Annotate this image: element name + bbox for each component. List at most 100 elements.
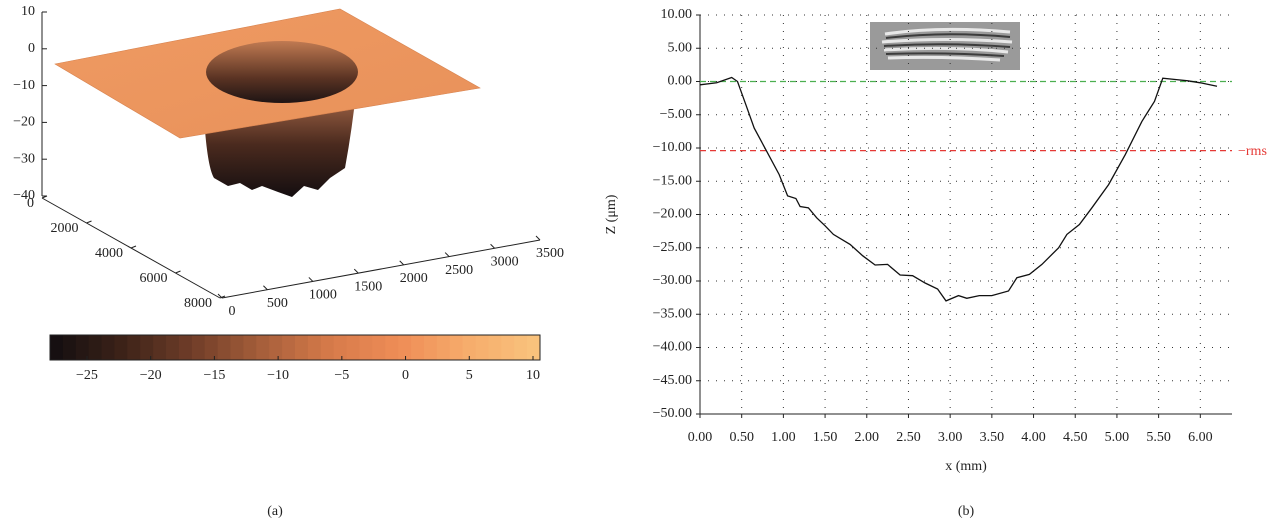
- colorbar-cell: [256, 335, 270, 360]
- colorbar-tick-label: −20: [140, 368, 162, 383]
- colorbar-cell: [359, 335, 373, 360]
- y-tick-label: −10.00: [653, 140, 692, 155]
- x-tick-label: 3500: [536, 246, 564, 261]
- x-tick: [217, 293, 223, 299]
- x-tick-label: 1.50: [813, 430, 838, 445]
- y-tick-label: −15.00: [653, 173, 692, 188]
- x-tick-label: 500: [267, 296, 288, 311]
- x-tick-label: 5.00: [1105, 430, 1130, 445]
- y-axis-label: Z (μm): [604, 194, 619, 234]
- y-tick: [41, 195, 48, 199]
- colorbar-tick-label: −25: [76, 368, 98, 383]
- y-tick-label: 6000: [140, 271, 168, 286]
- colorbar-cell: [320, 335, 335, 360]
- colorbar-cell: [295, 335, 309, 360]
- x-tick-label: 2.50: [896, 430, 921, 445]
- colorbar-cell: [204, 335, 219, 360]
- z-tick-label: −40: [13, 188, 35, 203]
- y-tick-label: 2000: [51, 221, 79, 236]
- x-tick-label: 2.00: [855, 430, 880, 445]
- x-tick: [490, 243, 495, 249]
- colorbar-cell: [127, 335, 141, 360]
- colorbar-cell: [398, 335, 412, 360]
- y-tick: [175, 270, 181, 274]
- x-tick-label: 1.00: [771, 430, 796, 445]
- colorbar-cell: [101, 335, 115, 360]
- y-tick-label: −40.00: [653, 340, 692, 355]
- colorbar-cell: [166, 335, 180, 360]
- x-tick-label: 3.50: [980, 430, 1005, 445]
- colorbar-cell: [423, 335, 438, 360]
- x-tick: [444, 252, 450, 257]
- x-tick-label: 0.50: [729, 430, 754, 445]
- inset-image: [870, 22, 1020, 70]
- x-tick-label: 1500: [354, 279, 382, 294]
- colorbar-frame: [49, 334, 541, 361]
- colorbar-cell: [243, 335, 257, 360]
- caption: (a): [267, 504, 283, 519]
- colorbar-tick-label: 10: [526, 368, 540, 383]
- x-tick-label: 2500: [445, 263, 473, 278]
- x-axis-label: x (mm): [945, 459, 987, 474]
- colorbar-cell: [178, 335, 193, 360]
- colorbar-tick-label: −5: [334, 368, 349, 383]
- z-tick-label: −30: [13, 151, 35, 166]
- y-tick: [86, 220, 92, 224]
- y-tick-label: −35.00: [653, 306, 692, 321]
- colorbar-cell: [153, 335, 167, 360]
- colorbar-cell: [449, 335, 464, 360]
- x-tick-label: 0: [229, 304, 236, 319]
- colorbar-cell: [385, 335, 399, 360]
- colorbar-cell: [346, 335, 360, 360]
- y-tick-label: −50.00: [653, 406, 692, 421]
- colorbar-tick-label: −10: [267, 368, 289, 383]
- x-tick-label: 6.00: [1188, 430, 1213, 445]
- colorbar-cell: [488, 335, 502, 360]
- x-tick: [399, 260, 405, 266]
- surface-illustration: [54, 8, 481, 197]
- y-tick-label: 0.00: [668, 74, 693, 89]
- colorbar-cell: [88, 335, 103, 360]
- colorbar-tick-label: 0: [402, 368, 409, 383]
- colorbar-cell: [191, 335, 206, 360]
- x-tick-label: 2000: [400, 271, 428, 286]
- x-tick: [535, 235, 541, 241]
- y-tick-label: 4000: [95, 246, 123, 261]
- x-tick: [353, 268, 359, 274]
- x-tick-label: 4.50: [1063, 430, 1088, 445]
- colorbar-cell: [62, 335, 77, 360]
- y-tick-label: 8000: [184, 296, 212, 311]
- z-tick-label: 10: [21, 4, 35, 19]
- y-tick-label: −30.00: [653, 273, 692, 288]
- x-tick-label: 3000: [491, 255, 519, 270]
- z-tick-label: −20: [13, 115, 35, 130]
- x-tick-label: 4.00: [1021, 430, 1046, 445]
- x-tick-label: 3.00: [938, 430, 963, 445]
- caption: (b): [958, 504, 975, 519]
- colorbar-cell: [527, 335, 541, 360]
- reference-label: −rms: [1238, 144, 1267, 159]
- y-tick: [130, 245, 137, 249]
- colorbar-cell: [372, 335, 386, 360]
- colorbar-cell: [230, 335, 244, 360]
- y-tick-label: 0: [27, 196, 34, 211]
- x-tick: [263, 285, 268, 291]
- x-tick-label: 5.50: [1146, 430, 1171, 445]
- z-tick-label: −10: [13, 78, 35, 93]
- y-tick-label: 10.00: [661, 7, 693, 22]
- y-tick-label: −20.00: [653, 207, 692, 222]
- colorbar-cell: [462, 335, 477, 360]
- colorbar-cell: [475, 335, 489, 360]
- y-tick: [219, 295, 226, 299]
- colorbar-cell: [501, 335, 515, 360]
- colorbar-cell: [217, 335, 232, 360]
- colorbar-cell: [140, 335, 154, 360]
- y-tick-label: 5.00: [668, 40, 693, 55]
- z-tick-label: 0: [28, 41, 35, 56]
- colorbar-cell: [307, 335, 322, 360]
- colorbar-cell: [282, 335, 296, 360]
- colorbar-cell: [411, 335, 425, 360]
- colorbar-tick-label: 5: [466, 368, 473, 383]
- colorbar-cell: [114, 335, 128, 360]
